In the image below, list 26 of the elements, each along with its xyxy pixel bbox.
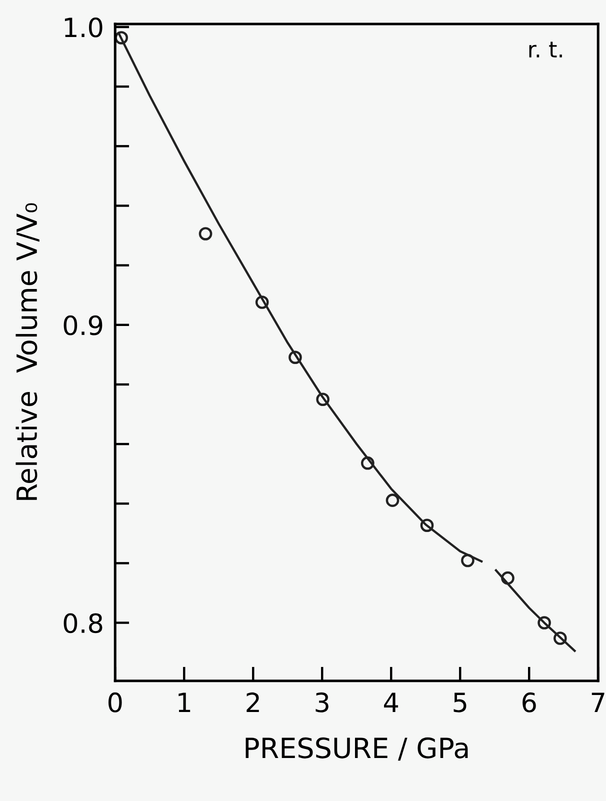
- point: [115, 31, 128, 44]
- point: [386, 494, 400, 507]
- point: [361, 456, 374, 470]
- point: [554, 632, 567, 645]
- annotation: r. t.: [529, 42, 562, 58]
- point: [420, 518, 434, 532]
- point: [538, 616, 551, 630]
- point: [461, 554, 474, 568]
- x-tick-label: 7: [592, 692, 604, 712]
- x-axis-title: PRESSURE / GPa: [246, 737, 468, 761]
- x-tick-label: 1: [178, 692, 190, 712]
- x-tick-label: 0: [108, 692, 122, 712]
- y-tick-label: 0.9: [64, 315, 102, 336]
- y-axis-title: Relative Volume V/V₀: [16, 203, 40, 500]
- point: [255, 296, 269, 309]
- x-tick-label: 5: [454, 692, 466, 712]
- point: [316, 392, 330, 406]
- y-tick-label: 0.8: [64, 613, 102, 634]
- point: [501, 571, 514, 585]
- x-tick-label: 2: [246, 692, 259, 712]
- point: [288, 350, 302, 364]
- x-tick-label: 6: [522, 692, 536, 712]
- point: [198, 227, 212, 240]
- x-tick-label: 4: [384, 692, 398, 712]
- x-tick-label: 3: [316, 692, 328, 712]
- y-tick-label: 1.0: [64, 17, 102, 38]
